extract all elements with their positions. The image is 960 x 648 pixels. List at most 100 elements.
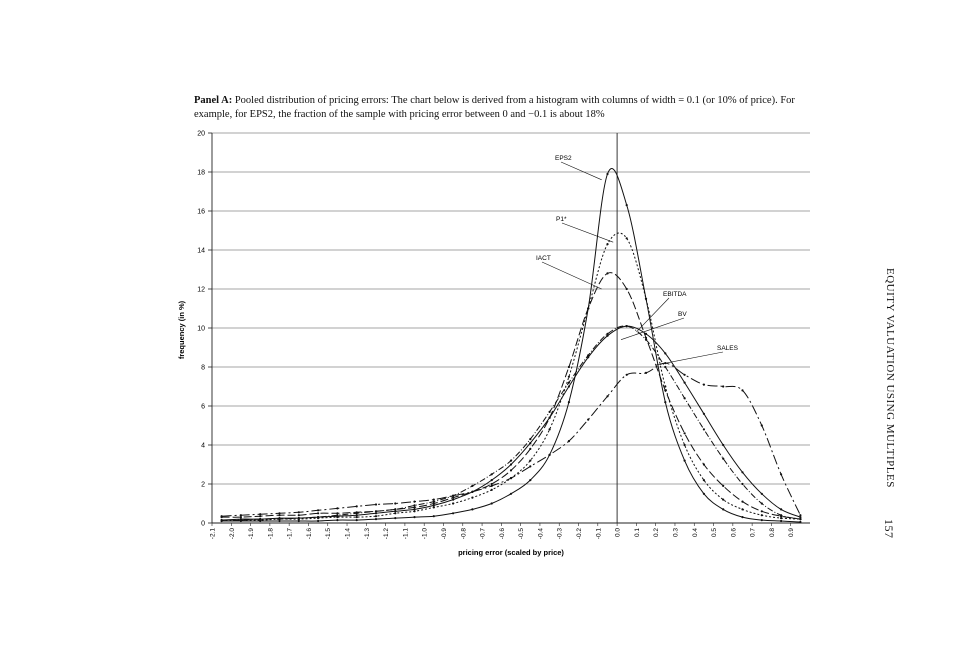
x-axis-label: pricing error (scaled by price) (458, 548, 564, 557)
data-point-iact (702, 463, 706, 466)
data-point-eps2 (336, 519, 339, 522)
data-point-ebitda (394, 508, 397, 511)
data-point-sales (799, 514, 802, 517)
y-tick-label: 14 (197, 248, 205, 255)
data-point-ebitda (644, 338, 648, 341)
x-tick-label: -0.8 (460, 528, 467, 540)
y-tick-label: 0 (201, 521, 205, 528)
series-annotations: EPS2 P1* IACT EBITDA BV SALES (536, 155, 739, 366)
data-point-ebitda (799, 518, 802, 521)
data-point-p1 (741, 508, 744, 511)
data-point-sales (741, 389, 744, 392)
data-point-p1 (664, 385, 667, 388)
data-point-bv (548, 416, 551, 419)
data-point-bv (259, 518, 262, 521)
data-point-iact (259, 515, 262, 518)
x-tick-label: -0.5 (518, 528, 525, 540)
data-point-sales (374, 503, 378, 506)
data-point-bv (317, 516, 320, 519)
x-tick-label: -1.9 (248, 528, 255, 540)
y-tick-label: 18 (197, 170, 205, 177)
data-point-sales (625, 373, 628, 376)
data-point-iact (606, 272, 609, 275)
data-point-bv (394, 510, 397, 513)
data-point-iact (490, 482, 493, 486)
y-tick-label: 6 (201, 404, 205, 411)
data-point-ebitda (702, 428, 706, 431)
data-point-bv (567, 385, 571, 388)
data-point-ebitda (413, 504, 416, 507)
data-point-bv (297, 517, 300, 520)
data-point-eps2 (567, 401, 571, 404)
data-point-sales (567, 440, 571, 443)
data-point-bv (760, 492, 763, 495)
data-point-bv (278, 517, 281, 520)
running-head: EQUITY VALUATION USING MULTIPLES (884, 268, 896, 488)
x-tick-label: -0.2 (576, 528, 583, 540)
annotation-leader-ebitda (636, 297, 670, 333)
data-point-ebitda (432, 500, 435, 503)
data-point-eps2 (374, 518, 378, 521)
data-point-p1 (394, 512, 397, 515)
data-point-p1 (625, 237, 628, 240)
data-point-p1 (702, 479, 706, 482)
data-point-sales (529, 465, 532, 468)
data-point-p1 (374, 515, 378, 518)
data-point-bv (355, 514, 358, 517)
annotation-label-ebitda: EBITDA (663, 291, 687, 298)
data-point-eps2 (278, 519, 281, 523)
x-tick-label: -1.2 (383, 528, 390, 540)
data-point-p1 (432, 506, 435, 509)
data-point-bv (452, 498, 455, 501)
data-point-eps2 (394, 517, 397, 520)
data-point-bv (702, 412, 706, 415)
axes (208, 132, 810, 526)
data-point-iact (336, 512, 339, 515)
x-tick-label: -1.7 (287, 528, 294, 540)
annotation-leader-bv (620, 317, 685, 340)
figure-caption: Panel A: Pooled distribution of pricing … (194, 94, 814, 122)
data-point-iact (722, 484, 725, 487)
data-point-p1 (355, 516, 358, 519)
data-point-eps2 (413, 516, 416, 519)
data-point-bv (741, 471, 744, 474)
data-point-eps2 (355, 519, 358, 522)
data-point-sales (336, 507, 339, 510)
data-point-ebitda (664, 365, 667, 369)
data-point-eps2 (780, 519, 783, 523)
data-point-ebitda (780, 514, 783, 517)
data-point-iact (317, 512, 320, 515)
data-point-p1 (644, 297, 648, 300)
data-point-sales (780, 473, 783, 476)
series-line-eps2 (221, 168, 801, 523)
x-tick-label: 0.4 (692, 528, 699, 537)
data-point-sales (297, 511, 300, 514)
data-point-sales (606, 395, 609, 398)
y-axis-tick-labels: 0 2 4 6 8 10 12 14 16 18 20 (197, 131, 205, 528)
data-point-bv (799, 516, 802, 519)
x-axis-tick-labels: -2.1 -2.0 -1.9 -1.8 -1.7 -1.6 -1.5 -1.4 -1.3 -1.2… (210, 528, 796, 540)
data-point-bv (432, 504, 435, 507)
x-tick-label: 0.8 (769, 528, 776, 537)
data-point-sales (394, 502, 397, 505)
data-point-ebitda (760, 502, 763, 505)
data-point-eps2 (664, 401, 667, 404)
data-point-bv (509, 463, 513, 466)
data-point-bv (336, 515, 339, 518)
data-point-p1 (780, 517, 783, 520)
series-lines (220, 168, 802, 524)
series-line-iact (221, 272, 801, 520)
x-tick-label: -0.9 (441, 528, 448, 540)
x-tick-label: -0.6 (499, 528, 506, 540)
x-tick-label: -0.4 (537, 528, 544, 540)
data-point-bv (490, 479, 493, 482)
data-point-iact (741, 500, 744, 503)
data-point-p1 (490, 488, 493, 491)
data-point-p1 (722, 498, 725, 501)
data-point-bv (625, 325, 628, 328)
data-point-iact (297, 514, 300, 517)
data-point-eps2 (741, 516, 744, 519)
data-point-sales (683, 373, 686, 376)
data-point-eps2 (432, 515, 435, 518)
x-tick-label: 0.7 (750, 528, 757, 537)
